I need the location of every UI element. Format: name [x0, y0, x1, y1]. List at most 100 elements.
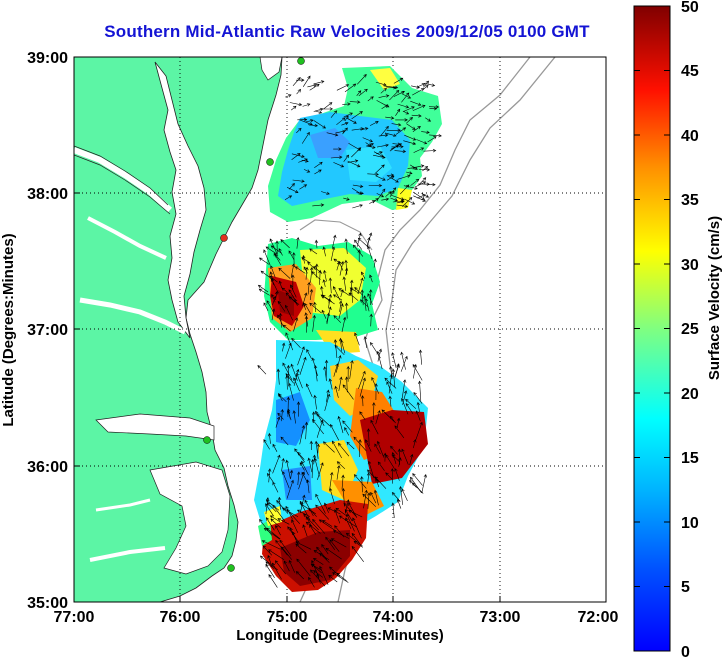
velocity-arrow — [309, 266, 314, 283]
velocity-arrow — [423, 83, 436, 87]
lon-tick-label: 75:00 — [267, 609, 308, 626]
velocity-arrow — [285, 375, 289, 390]
velocity-arrow — [344, 499, 350, 514]
velocity-arrow — [263, 249, 271, 266]
velocity-arrow — [353, 474, 367, 489]
velocity-arrow — [361, 271, 366, 279]
velocity-arrow — [369, 313, 373, 327]
velocity-arrow — [385, 191, 392, 197]
velocity-arrow — [351, 545, 364, 562]
velocity-arrow — [329, 539, 340, 552]
velocity-arrow — [416, 401, 420, 412]
velocity-arrow — [325, 547, 342, 560]
velocity-arrow — [323, 102, 333, 110]
velocity-arrow — [394, 364, 400, 378]
velocity-arrow — [284, 195, 293, 200]
velocity-arrow — [299, 184, 308, 190]
velocity-arrow — [378, 94, 390, 98]
velocity-arrow — [259, 555, 278, 571]
velocity-arrow — [358, 88, 368, 97]
velocity-arrow — [286, 509, 301, 525]
velocity-arrow — [311, 563, 322, 574]
velocity-arrow — [343, 112, 353, 118]
velocity-arrow — [305, 521, 321, 534]
velocity-arrow — [266, 502, 277, 513]
velocity-arrow — [360, 127, 369, 131]
velocity-arrow — [321, 107, 334, 111]
velocity-arrow — [333, 162, 345, 168]
velocity-arrow — [391, 352, 397, 369]
velocity-arrow — [334, 509, 341, 524]
velocity-arrow — [376, 151, 383, 155]
velocity-arrow — [308, 123, 319, 128]
velocity-arrow — [412, 191, 425, 200]
velocity-arrow — [336, 461, 346, 470]
velocity-arrow — [275, 240, 279, 255]
velocity-arrow — [285, 342, 292, 359]
velocity-arrow — [335, 507, 347, 517]
velocity-arrow — [283, 560, 290, 572]
velocity-arrow — [422, 165, 429, 172]
velocity-arrow — [312, 518, 326, 534]
velocity-arrow — [278, 392, 283, 402]
velocity-arrow — [411, 85, 421, 89]
velocity-arrow — [311, 560, 320, 578]
velocity-arrow — [265, 500, 280, 511]
station-marker — [227, 564, 235, 572]
velocity-arrow — [388, 373, 393, 394]
velocity-arrow — [348, 143, 361, 151]
velocity-arrow — [398, 457, 402, 467]
velocity-arrow — [277, 314, 284, 327]
velocity-arrow — [367, 172, 379, 177]
velocity-arrow — [373, 258, 377, 268]
velocity-arrow — [328, 277, 333, 294]
velocity-arrow — [390, 445, 398, 455]
velocity-arrow — [297, 346, 305, 366]
velocity-arrow — [265, 503, 274, 517]
velocity-arrow — [299, 356, 307, 375]
station-marker — [297, 57, 305, 65]
velocity-arrow — [390, 197, 398, 202]
velocity-arrow — [272, 454, 281, 474]
velocity-arrow — [413, 147, 425, 153]
colorbar-tick-label: 0 — [681, 644, 690, 659]
velocity-arrow — [393, 91, 405, 97]
velocity-arrow — [289, 469, 294, 479]
velocity-arrow — [428, 105, 440, 109]
velocity-arrow — [332, 530, 350, 539]
pamlico-sound — [149, 461, 231, 575]
velocity-arrow — [291, 153, 301, 160]
velocity-arrow — [385, 132, 397, 137]
velocity-arrow — [285, 459, 291, 479]
velocity-arrow — [292, 77, 301, 86]
velocity-arrow — [376, 193, 385, 198]
velocity-arrow — [384, 377, 397, 389]
velocity-arrow — [318, 519, 336, 532]
velocity-arrow — [336, 84, 350, 91]
velocity-arrow — [265, 563, 275, 578]
velocity-arrow — [311, 357, 318, 377]
velocity-arrow — [380, 87, 387, 94]
velocity-arrow — [257, 365, 267, 375]
velocity-arrow — [265, 517, 275, 531]
velocity-arrow — [296, 127, 302, 134]
velocity-arrow — [303, 513, 319, 531]
velocity-arrow — [278, 248, 283, 256]
colorbar-tick-label: 40 — [681, 128, 699, 145]
velocity-arrow — [410, 100, 422, 106]
velocity-arrow — [299, 462, 305, 471]
velocity-arrow — [295, 571, 305, 580]
velocity-arrow — [391, 122, 402, 127]
velocity-arrow — [321, 543, 329, 555]
velocity-arrow — [322, 279, 326, 287]
velocity-arrow — [316, 546, 328, 560]
velocity-arrow — [417, 182, 431, 186]
colorbar-label: Surface Velocity (cm/s) — [706, 216, 723, 380]
velocity-arrow — [307, 457, 313, 473]
velocity-arrow — [369, 121, 379, 126]
velocity-arrow — [288, 559, 295, 573]
velocity-arrow — [269, 238, 278, 254]
velocity-arrow — [390, 187, 397, 195]
velocity-arrow — [376, 440, 385, 458]
lat-tick-label: 38:00 — [27, 186, 68, 203]
